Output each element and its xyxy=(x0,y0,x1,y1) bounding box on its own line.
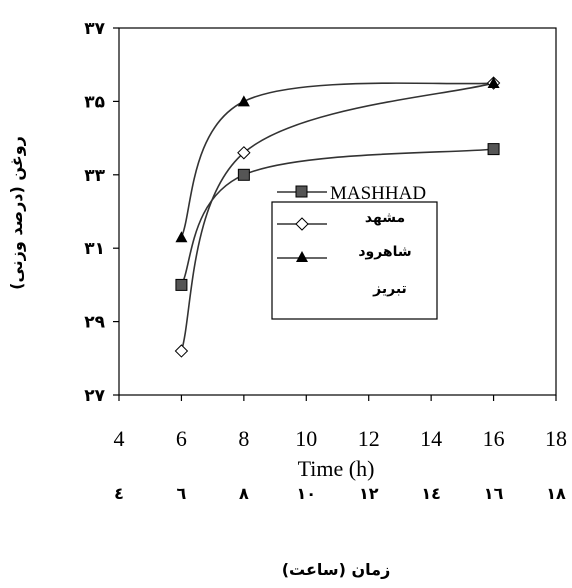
x-tick-label: 16 xyxy=(483,426,505,451)
x-tick-label: 14 xyxy=(420,426,442,451)
y-tick-label: ۳۷ xyxy=(84,19,105,39)
data-point-square xyxy=(487,143,500,156)
x-tick-label: 12 xyxy=(358,426,380,451)
legend-box xyxy=(271,201,438,320)
x-tick-label: 10 xyxy=(295,426,317,451)
x-tick-label-persian: ٦ xyxy=(177,484,187,503)
y-tick-label: ۳۱ xyxy=(84,239,105,259)
x-axis-title-persian: زمان (ساعت) xyxy=(282,560,391,579)
legend-label-tabriz: تبریز xyxy=(372,281,407,297)
x-tick-label-persian: ١٠ xyxy=(297,484,317,503)
x-axis-persian: ٤ ٦ ٨ ١٠ ١٢ ١٤ ١٦ ١٨ xyxy=(114,484,566,503)
y-tick-label: ۳۳ xyxy=(84,166,105,186)
x-tick-label-persian: ٨ xyxy=(239,484,249,503)
x-axis: 4 6 8 10 12 14 16 18 xyxy=(114,395,567,451)
x-tick-label-persian: ١٤ xyxy=(421,484,441,503)
y-tick-label: ۲۹ xyxy=(84,313,105,333)
x-tick-label: 6 xyxy=(176,426,187,451)
y-axis: ۲۷ ۲۹ ۳۱ ۳۳ ۳۵ ۳۷ xyxy=(84,19,119,406)
legend-square-marker xyxy=(295,185,308,198)
legend-triangle-marker xyxy=(296,251,308,262)
x-tick-label: 8 xyxy=(238,426,249,451)
data-point-square xyxy=(237,168,250,181)
x-axis-title: Time (h) xyxy=(298,456,375,481)
legend: MASHHAD مشهد شاهرود تبریز xyxy=(271,183,438,320)
legend-label-shahroud: شاهرود xyxy=(358,244,411,260)
x-tick-label: 18 xyxy=(545,426,567,451)
x-tick-label-persian: ١٨ xyxy=(546,484,566,503)
data-point-triangle xyxy=(237,95,250,107)
data-point-diamond xyxy=(237,146,251,160)
series-line xyxy=(180,82,494,238)
x-tick-label: 4 xyxy=(114,426,125,451)
data-point-triangle xyxy=(487,77,500,89)
y-tick-label: ۲۷ xyxy=(84,386,105,406)
data-point-square xyxy=(175,278,188,291)
y-tick-label: ۳۵ xyxy=(84,92,105,112)
legend-label-mashhad-fa: مشهد xyxy=(365,210,405,226)
data-point-triangle xyxy=(175,231,188,243)
x-tick-label-persian: ١٢ xyxy=(359,484,379,503)
series-layer xyxy=(174,76,501,358)
legend-label-mashhad: MASHHAD xyxy=(330,183,426,204)
x-tick-label-persian: ١٦ xyxy=(484,484,504,503)
legend-diamond-marker xyxy=(295,217,309,231)
data-point-diamond xyxy=(174,344,189,358)
x-tick-label-persian: ٤ xyxy=(114,484,124,503)
y-axis-title: روغن (درصد وزنی) xyxy=(7,136,26,290)
